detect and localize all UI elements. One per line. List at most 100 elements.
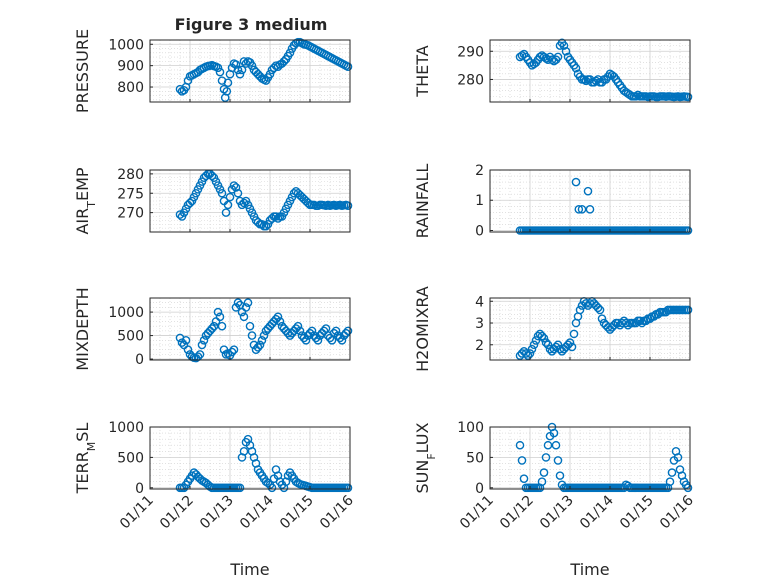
y-tick-label: 0 bbox=[135, 352, 144, 368]
data-point bbox=[239, 447, 249, 456]
data-point bbox=[537, 477, 547, 487]
data-point bbox=[541, 54, 551, 63]
data-point bbox=[209, 321, 219, 331]
y-tick-label: 1000 bbox=[108, 420, 144, 436]
data-point bbox=[279, 57, 289, 66]
data-point bbox=[585, 205, 595, 214]
data-point bbox=[537, 331, 547, 341]
y-tick-label: 275 bbox=[117, 186, 144, 202]
subplot-6: 2 3 4 H2OMIXRA bbox=[413, 286, 693, 372]
data-point bbox=[257, 335, 267, 345]
y-tick-label: 900 bbox=[117, 59, 144, 75]
y-axis-label: PRESSURE bbox=[73, 29, 92, 113]
data-point bbox=[597, 314, 607, 323]
figure-title: Figure 3 medium bbox=[175, 15, 328, 34]
data-point bbox=[267, 214, 277, 223]
data-point bbox=[343, 62, 353, 72]
y-tick-label: 1000 bbox=[108, 305, 144, 321]
data-point bbox=[197, 340, 207, 350]
data-point bbox=[271, 212, 281, 221]
data-point bbox=[517, 51, 527, 60]
data-point bbox=[215, 312, 225, 322]
y-tick-label: 0 bbox=[135, 481, 144, 497]
axes-box bbox=[149, 426, 351, 490]
data-point bbox=[239, 57, 249, 66]
data-point bbox=[229, 181, 239, 190]
data-point bbox=[245, 321, 255, 331]
data-point bbox=[539, 468, 549, 477]
data-point bbox=[523, 351, 533, 360]
data-point bbox=[541, 453, 551, 462]
data-point bbox=[223, 200, 233, 210]
y-axis-label: H2OMIXRA bbox=[413, 286, 432, 372]
data-point bbox=[337, 335, 347, 345]
y-axis-label-rest: EMP bbox=[73, 167, 92, 201]
data-point bbox=[553, 456, 563, 465]
data-point bbox=[233, 188, 243, 198]
data-point bbox=[571, 63, 581, 73]
data-point bbox=[255, 340, 265, 350]
data-point bbox=[313, 335, 323, 345]
data-point bbox=[227, 347, 237, 357]
y-tick-label: 1000 bbox=[108, 37, 144, 53]
y-tick-label: 2 bbox=[475, 163, 484, 179]
axes-box bbox=[149, 297, 351, 361]
y-tick-label: 2 bbox=[475, 338, 484, 354]
data-point bbox=[239, 312, 249, 322]
data-point bbox=[217, 188, 227, 198]
y-tick-label: 4 bbox=[475, 294, 484, 310]
data-point bbox=[683, 226, 693, 235]
data-point bbox=[531, 336, 541, 345]
y-tick-label: 1 bbox=[475, 193, 484, 209]
data-point bbox=[579, 75, 589, 84]
data-point bbox=[551, 440, 561, 450]
data-point bbox=[273, 214, 283, 223]
y-axis-label: MIXDEPTH bbox=[73, 287, 92, 370]
data-point bbox=[285, 48, 295, 58]
data-point bbox=[183, 345, 193, 354]
y-tick-label: 500 bbox=[117, 450, 144, 466]
y-tick-label: 100 bbox=[457, 420, 484, 436]
data-point bbox=[233, 298, 243, 307]
data-point bbox=[185, 198, 195, 208]
data-point bbox=[331, 326, 341, 336]
data-point bbox=[535, 52, 545, 62]
y-axis-label: RAINFALL bbox=[413, 164, 432, 239]
subplot-5: 0 500 1000 MIXDEPTH bbox=[73, 287, 353, 371]
axes-box bbox=[489, 169, 691, 233]
data-point bbox=[195, 350, 205, 359]
data-point bbox=[235, 69, 245, 79]
data-point bbox=[521, 349, 531, 358]
y-tick-label: 0 bbox=[475, 223, 484, 239]
y-tick-label: 290 bbox=[457, 44, 484, 60]
data-point bbox=[574, 205, 584, 214]
data-point bbox=[561, 46, 571, 56]
x-axis-label: Time bbox=[569, 560, 609, 579]
data-point bbox=[591, 76, 601, 86]
data-point bbox=[623, 481, 633, 491]
data-point bbox=[553, 52, 563, 62]
data-point bbox=[539, 333, 549, 343]
data-point bbox=[243, 298, 253, 307]
data-point bbox=[295, 326, 305, 336]
subplot-2: 280 290 THETA bbox=[413, 38, 693, 103]
data-point bbox=[633, 90, 643, 100]
data-point bbox=[577, 205, 587, 214]
data-point bbox=[343, 201, 353, 210]
data-point bbox=[273, 312, 283, 322]
data-point bbox=[571, 177, 581, 187]
data-point bbox=[631, 92, 641, 101]
data-point bbox=[527, 344, 537, 354]
data-point bbox=[543, 440, 553, 450]
data-point bbox=[621, 318, 631, 328]
data-point bbox=[541, 338, 551, 347]
data-point bbox=[569, 329, 579, 339]
data-point bbox=[199, 335, 209, 345]
data-point bbox=[223, 349, 233, 358]
y-axis-label-subscript: T bbox=[85, 201, 98, 209]
data-point bbox=[233, 65, 243, 75]
data-point bbox=[529, 340, 539, 350]
data-point bbox=[247, 331, 257, 340]
data-point bbox=[253, 218, 263, 227]
